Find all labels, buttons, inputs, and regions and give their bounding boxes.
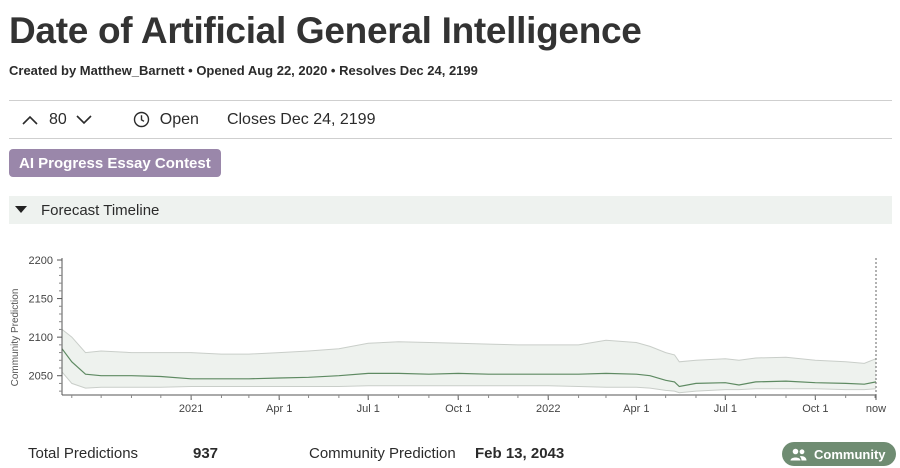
x-tick-label: now [866,403,886,415]
y-tick-label: 2200 [29,255,53,267]
y-axis-label: Community Prediction [10,289,21,387]
vote-count: 80 [49,110,67,128]
category-tag[interactable]: AI Progress Essay Contest [9,149,221,177]
community-button-label: Community [814,446,886,462]
forecast-timeline-toggle[interactable]: Forecast Timeline [9,196,892,224]
community-button[interactable]: Community [782,442,896,466]
y-tick-label: 2100 [29,332,53,344]
x-tick-label: Apr 1 [266,403,292,415]
clock-icon [133,111,151,129]
caret-down-icon [15,205,27,215]
x-tick-label: 2021 [179,403,203,415]
vote-bar: 80 Open Closes Dec 24, 2199 [9,100,892,139]
page-title: Date of Artificial General Intelligence [9,10,642,51]
total-predictions-label: Total Predictions [28,445,139,462]
community-prediction-label: Community Prediction [309,445,456,462]
x-tick-label: Oct 1 [802,403,828,415]
stats-row: Total Predictions 937 Community Predicti… [0,440,900,468]
confidence-band [62,329,876,393]
total-predictions-value: 937 [193,445,219,462]
section-title: Forecast Timeline [41,201,160,219]
forecast-chart[interactable]: 2200 2150 2100 2050 2021 Apr 1 Jul 1 Oct 1 2022 A… [0,240,900,425]
x-tick-label: Jul 1 [714,403,737,415]
question-meta: Created by Matthew_Barnett • Opened Aug … [9,63,478,78]
chevron-down-icon[interactable] [73,109,95,131]
x-tick-label: 2022 [536,403,560,415]
status-text: Open [159,110,199,128]
people-icon [790,447,808,461]
community-prediction-value: Feb 13, 2043 [475,445,565,462]
upper-bound-line [61,329,877,364]
x-tick-label: Apr 1 [623,403,649,415]
lower-bound-line [61,371,877,394]
x-tick-label: Oct 1 [445,403,471,415]
y-tick-label: 2050 [29,371,53,383]
y-tick-label: 2150 [29,294,53,306]
median-line [61,348,877,388]
chevron-up-icon[interactable] [19,109,41,131]
x-tick-label: Jul 1 [357,403,380,415]
closes-date: Closes Dec 24, 2199 [226,110,376,128]
